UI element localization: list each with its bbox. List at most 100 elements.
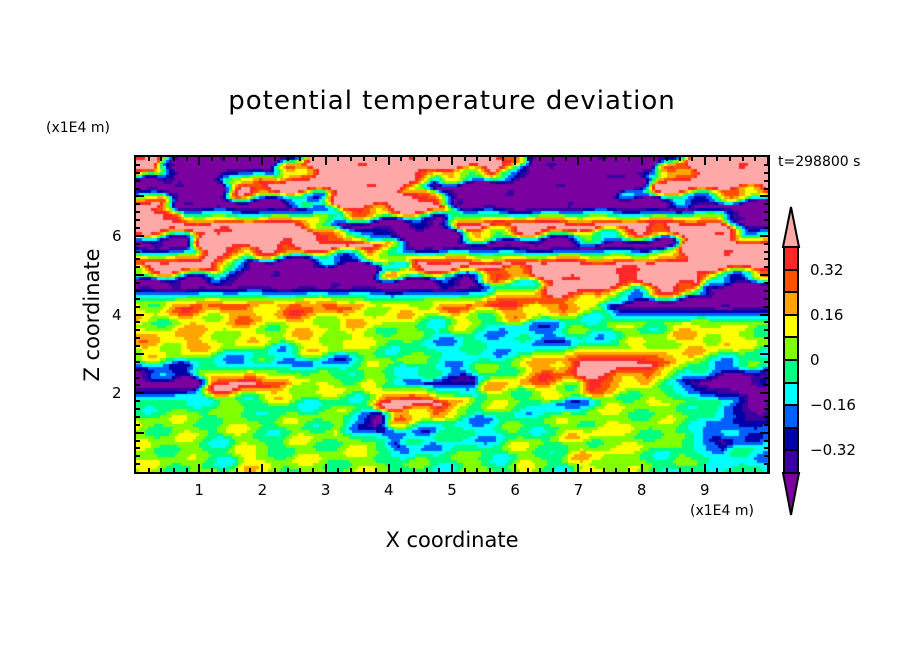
x-axis-label: X coordinate — [385, 528, 519, 552]
colorbar-tick-label: 0.16 — [810, 305, 844, 324]
y-tick-right — [764, 211, 768, 214]
y-tick-left — [136, 258, 140, 261]
x-tick-top — [349, 157, 352, 161]
y-tick-right — [760, 352, 768, 355]
colorbar-segment — [783, 405, 799, 428]
y-tick-right — [760, 274, 768, 277]
y-tick-right — [764, 187, 768, 190]
x-tick-bottom — [653, 468, 656, 472]
x-tick-bottom — [349, 468, 352, 472]
y-tick-left — [136, 289, 140, 292]
x-tick-top — [223, 157, 226, 161]
y-tick-left — [136, 345, 140, 347]
y-tick-left — [136, 463, 140, 466]
x-tick-top — [716, 157, 719, 161]
x-tick-label: 4 — [384, 481, 394, 499]
x-tick-bottom — [274, 468, 277, 472]
x-tick-bottom — [413, 468, 416, 472]
x-tick-label: 1 — [194, 481, 204, 499]
colorbar-segment — [783, 427, 799, 451]
x-tick-top — [539, 157, 542, 161]
y-tick-left — [136, 329, 140, 332]
x-tick-top — [514, 157, 517, 165]
x-tick-top — [564, 157, 567, 161]
plot-area — [136, 157, 768, 472]
colorbar-lower-extension — [781, 472, 801, 516]
x-tick-bottom — [375, 468, 378, 472]
x-tick-top — [286, 157, 289, 161]
x-tick-bottom — [615, 468, 618, 472]
x-tick-top — [526, 157, 529, 161]
y-tick-right — [764, 289, 768, 292]
y-tick-right — [764, 415, 768, 418]
y-tick-right — [764, 384, 768, 387]
x-tick-label: 3 — [320, 481, 331, 499]
y-tick-left — [136, 297, 140, 300]
x-tick-top — [451, 157, 453, 165]
x-tick-bottom — [311, 468, 314, 472]
y-tick-left — [136, 266, 140, 269]
x-tick-bottom — [602, 468, 605, 472]
x-tick-top — [324, 157, 327, 165]
y-tick-left — [136, 352, 144, 355]
x-tick-top — [590, 157, 593, 161]
x-tick-bottom — [665, 468, 668, 472]
x-tick-top — [375, 157, 378, 161]
y-tick-left — [136, 400, 140, 403]
x-tick-top — [653, 157, 656, 161]
y-tick-right — [764, 258, 768, 261]
y-tick-right — [764, 163, 768, 166]
colorbar-segment — [783, 247, 799, 270]
y-tick-left — [136, 392, 144, 395]
y-tick-right — [764, 282, 768, 284]
colorbar-segment — [783, 382, 799, 406]
x-tick-label: 5 — [447, 481, 457, 499]
x-tick-top — [261, 157, 264, 165]
y-tick-left — [136, 163, 140, 166]
y-tick-right — [760, 431, 768, 434]
x-tick-top — [362, 157, 365, 161]
y-tick-right — [764, 455, 768, 458]
x-tick-bottom — [539, 468, 542, 472]
x-tick-top — [627, 157, 630, 161]
y-tick-right — [764, 408, 768, 410]
y-tick-left — [136, 423, 140, 426]
y-tick-right — [764, 439, 768, 442]
x-tick-bottom — [438, 468, 441, 472]
x-tick-bottom — [337, 468, 340, 472]
x-unit-label: (x1E4 m) — [690, 503, 754, 519]
x-tick-bottom — [198, 464, 201, 472]
x-tick-top — [274, 157, 277, 161]
x-tick-label: 9 — [700, 481, 710, 499]
y-tick-right — [764, 219, 768, 221]
x-tick-label: 7 — [573, 481, 584, 499]
y-tick-left — [136, 313, 144, 316]
y-tick-right — [764, 171, 768, 174]
x-tick-top — [501, 157, 504, 161]
x-tick-bottom — [741, 468, 744, 472]
y-tick-left — [136, 321, 140, 324]
x-tick-top — [615, 157, 618, 161]
x-tick-top — [729, 157, 732, 161]
y-tick-left — [136, 226, 140, 229]
y-tick-right — [764, 321, 768, 324]
y-tick-right — [764, 345, 768, 347]
x-tick-bottom — [210, 468, 213, 472]
y-tick-label: 6 — [112, 226, 122, 245]
y-tick-right — [760, 195, 768, 198]
x-tick-bottom — [526, 468, 529, 472]
y-tick-right — [764, 179, 768, 182]
x-tick-bottom — [501, 468, 504, 472]
x-tick-bottom — [627, 468, 630, 472]
y-tick-right — [764, 463, 768, 466]
y-tick-right — [764, 250, 768, 253]
colorbar-tick-label: −0.32 — [810, 441, 856, 460]
colorbar-segment — [783, 450, 799, 473]
x-tick-bottom — [716, 468, 719, 472]
y-tick-left — [136, 250, 140, 253]
y-tick-left — [136, 242, 140, 245]
x-tick-label: 6 — [510, 481, 520, 499]
x-tick-bottom — [236, 468, 239, 472]
y-tick-left — [136, 368, 140, 371]
x-tick-top — [552, 157, 555, 161]
